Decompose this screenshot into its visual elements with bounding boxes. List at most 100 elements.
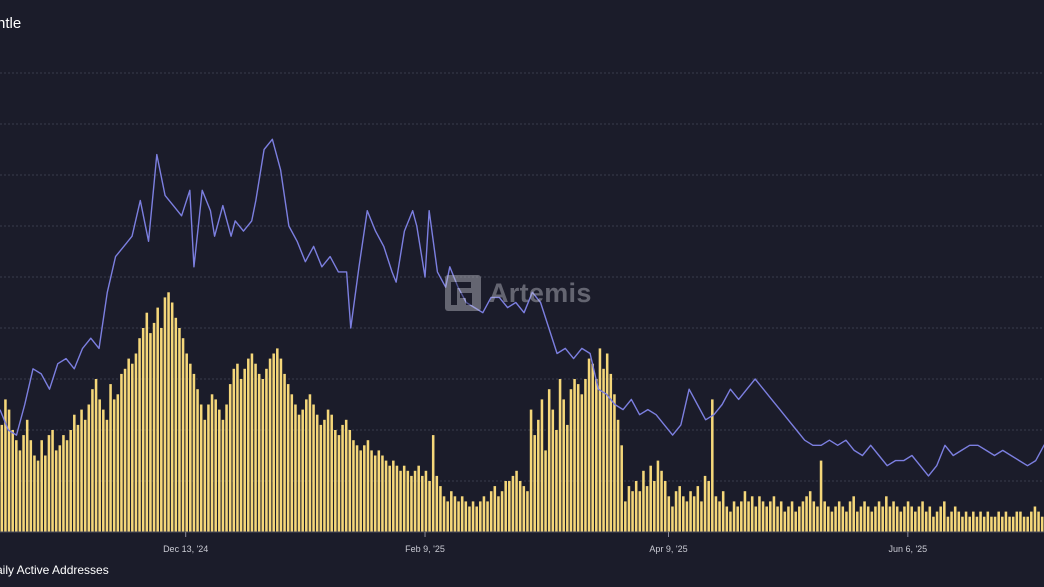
- bar: [576, 384, 580, 532]
- bar: [261, 379, 265, 532]
- bar: [446, 501, 449, 532]
- bar: [714, 496, 718, 532]
- bar: [424, 470, 428, 532]
- bar: [605, 353, 609, 532]
- bar: [580, 394, 584, 532]
- bar: [366, 440, 370, 532]
- bar: [192, 373, 196, 532]
- bar: [1001, 516, 1004, 532]
- bar: [736, 506, 739, 532]
- bar: [228, 384, 232, 532]
- bar: [51, 430, 54, 532]
- bar: [1033, 506, 1037, 532]
- bar: [968, 516, 971, 532]
- bar: [758, 496, 761, 532]
- bar: [468, 506, 471, 532]
- bar: [569, 389, 573, 532]
- bar: [885, 496, 888, 532]
- bar: [170, 302, 174, 532]
- bar: [308, 394, 312, 532]
- bar: [141, 328, 145, 532]
- bar: [616, 419, 620, 532]
- bar: [203, 419, 207, 532]
- bar: [116, 394, 120, 532]
- bar: [243, 368, 246, 532]
- bar: [957, 511, 961, 532]
- bar: [750, 496, 754, 532]
- bar: [1004, 511, 1008, 532]
- bar: [718, 501, 721, 532]
- bar: [457, 501, 460, 532]
- bar: [178, 328, 181, 532]
- bar: [0, 424, 4, 532]
- bar: [167, 292, 170, 532]
- bar: [794, 511, 797, 532]
- bar: [975, 516, 979, 532]
- bar: [11, 430, 14, 532]
- bar: [7, 409, 11, 532]
- bar: [265, 368, 268, 532]
- bar: [743, 491, 747, 532]
- bar: [377, 450, 381, 532]
- x-tick-label: Apr 9, '25: [649, 544, 687, 554]
- bar: [373, 455, 377, 532]
- bar: [649, 465, 652, 532]
- bar: [40, 440, 43, 532]
- bar-series: [0, 292, 1044, 532]
- bar: [297, 414, 301, 532]
- bar: [953, 506, 957, 532]
- bar: [181, 338, 185, 532]
- bar: [863, 501, 866, 532]
- bar: [493, 486, 497, 532]
- bar: [950, 511, 953, 532]
- bar: [856, 511, 859, 532]
- bar: [613, 394, 616, 532]
- bar: [355, 445, 359, 532]
- bar: [906, 501, 910, 532]
- bar: [221, 419, 225, 532]
- bar: [4, 399, 7, 532]
- bar: [801, 501, 805, 532]
- bar: [312, 404, 315, 532]
- bar: [464, 501, 468, 532]
- bar: [319, 424, 323, 532]
- bar: [547, 389, 551, 532]
- bar: [584, 379, 587, 532]
- bar: [315, 414, 319, 532]
- bar: [671, 506, 674, 532]
- bar: [674, 491, 678, 532]
- bar: [1040, 516, 1044, 532]
- bar: [917, 506, 921, 532]
- bar: [210, 394, 214, 532]
- bar: [682, 496, 685, 532]
- bar: [384, 460, 388, 532]
- bar: [859, 506, 863, 532]
- bar: [540, 399, 544, 532]
- bar: [595, 379, 598, 532]
- bar: [910, 506, 913, 532]
- bar: [352, 440, 355, 532]
- bar: [399, 470, 402, 532]
- bar: [888, 506, 892, 532]
- bar: [294, 404, 297, 532]
- bar: [808, 491, 812, 532]
- bar: [566, 424, 569, 532]
- bar: [69, 430, 72, 532]
- bar: [848, 501, 852, 532]
- bar: [370, 450, 373, 532]
- bar: [747, 501, 750, 532]
- bar: [783, 511, 787, 532]
- bar: [134, 353, 138, 532]
- bar: [508, 481, 511, 532]
- bar: [417, 465, 420, 532]
- bar: [526, 491, 529, 532]
- bar: [334, 430, 337, 532]
- bar: [290, 394, 294, 532]
- bar: [250, 353, 254, 532]
- bar: [402, 465, 406, 532]
- watermark-text: Artemis: [489, 277, 592, 308]
- bar: [450, 491, 453, 532]
- bar: [881, 506, 884, 532]
- bar: [326, 409, 330, 532]
- bar: [76, 424, 80, 532]
